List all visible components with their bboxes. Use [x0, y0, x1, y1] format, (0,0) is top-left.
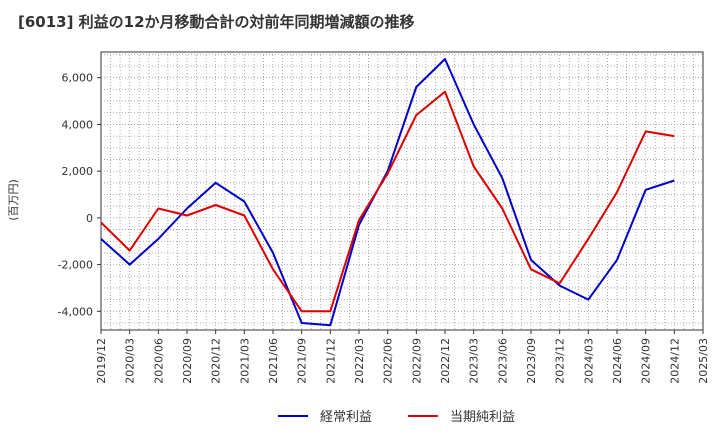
x-tick-label: 2022/06	[382, 338, 395, 384]
legend: 経常利益 当期純利益	[278, 410, 515, 425]
chart-title: [6013] 利益の12か月移動合計の対前年同期増減額の推移	[18, 13, 415, 31]
x-tick-label: 2020/03	[124, 338, 137, 384]
x-tick-label: 2022/12	[439, 338, 452, 384]
x-axis-ticks: 2019/12 2020/03 2020/06 2020/09 2020/12 2021/…	[95, 330, 710, 384]
x-tick-label: 2021/09	[296, 338, 309, 384]
x-tick-label: 2020/12	[210, 338, 223, 384]
x-tick-label: 2025/03	[697, 338, 710, 384]
series-layer	[100, 58, 675, 327]
x-tick-label: 2022/03	[353, 338, 366, 384]
plot-area	[100, 51, 704, 331]
x-tick-label: 2021/03	[238, 338, 251, 384]
x-tick-label: 2023/09	[525, 338, 538, 384]
x-tick-label: 2023/06	[496, 338, 509, 384]
series-line-2	[100, 90, 675, 313]
x-tick-label: 2022/09	[410, 338, 423, 384]
y-tick-label: -2,000	[58, 259, 93, 272]
x-tick-label: 2024/06	[611, 338, 624, 384]
x-tick-label: 2023/03	[468, 338, 481, 384]
x-tick-label: 2023/12	[554, 338, 567, 384]
y-axis-ticks: -4,000 -2,000 0 2,000 4,000 6,000	[58, 72, 101, 318]
y-tick-label: 2,000	[62, 165, 94, 178]
y-tick-label: 6,000	[62, 72, 94, 85]
legend-label: 当期純利益	[450, 410, 515, 425]
x-tick-label: 2021/06	[267, 338, 280, 384]
y-tick-label: 4,000	[62, 118, 94, 131]
y-tick-label: 0	[86, 212, 93, 225]
series-line-1	[100, 58, 675, 327]
x-tick-label: 2020/09	[181, 338, 194, 384]
x-tick-label: 2024/12	[668, 338, 681, 384]
x-tick-label: 2019/12	[95, 338, 108, 384]
x-tick-label: 2024/03	[582, 338, 595, 384]
x-tick-label: 2021/12	[324, 338, 337, 384]
legend-label: 経常利益	[320, 410, 372, 425]
x-tick-label: 2024/09	[640, 338, 653, 384]
y-axis-label: (百万円)	[7, 179, 20, 221]
y-tick-label: -4,000	[58, 305, 93, 318]
x-tick-label: 2020/06	[152, 338, 165, 384]
